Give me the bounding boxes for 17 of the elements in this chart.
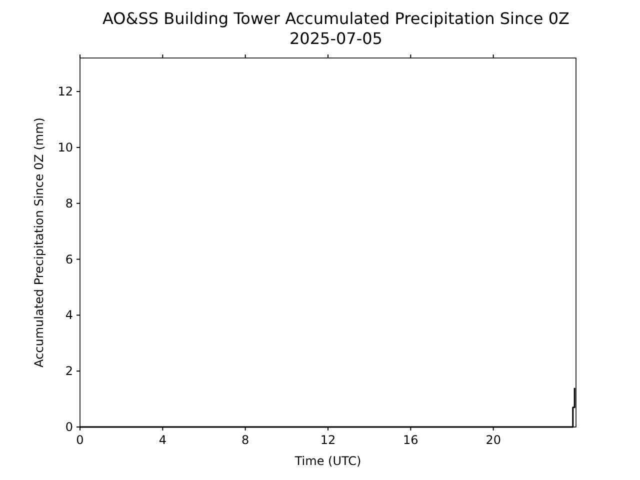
y-tick-label: 0 bbox=[65, 420, 73, 434]
y-tick-label: 8 bbox=[65, 196, 73, 210]
y-tick-label: 6 bbox=[65, 252, 73, 266]
x-axis-title: Time (UTC) bbox=[294, 454, 362, 468]
chart-subtitle: 2025-07-05 bbox=[290, 29, 382, 48]
y-tick-label: 2 bbox=[65, 364, 73, 378]
x-tick-label: 16 bbox=[403, 433, 418, 447]
y-axis-title: Accumulated Precipitation Since 0Z (mm) bbox=[32, 118, 46, 368]
y-tick-label: 4 bbox=[65, 308, 73, 322]
chart-title: AO&SS Building Tower Accumulated Precipitation Since 0Z bbox=[102, 9, 570, 28]
x-tick-label: 8 bbox=[242, 433, 250, 447]
x-tick-label: 4 bbox=[158, 433, 166, 447]
x-tick-label: 0 bbox=[76, 433, 84, 447]
x-tick-label: 12 bbox=[320, 433, 336, 447]
y-tick-label: 10 bbox=[58, 140, 73, 154]
y-tick-label: 12 bbox=[58, 84, 73, 99]
x-tick-label: 20 bbox=[486, 433, 501, 447]
